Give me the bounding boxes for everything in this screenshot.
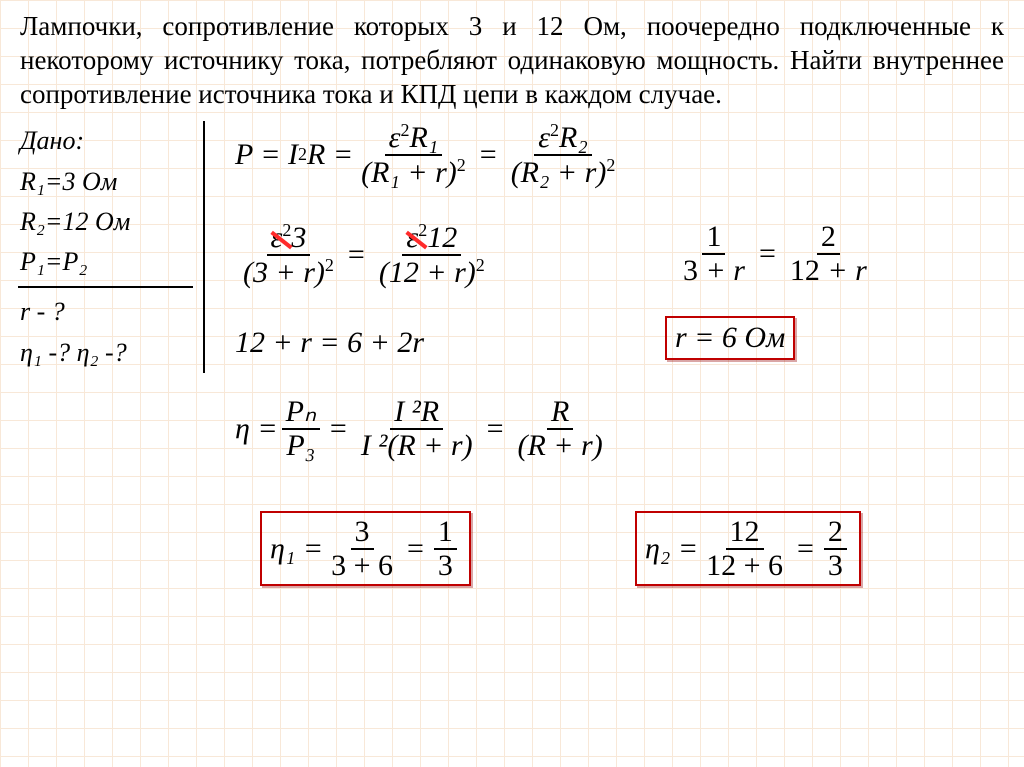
page-content: Лампочки, сопротивление которых 3 и 12 О… bbox=[0, 0, 1024, 691]
eta1-lhs: η₁ = bbox=[270, 532, 323, 566]
eta1-r: 1 bbox=[434, 516, 457, 550]
eta-lhs: η = bbox=[235, 412, 278, 446]
frac-r1: ε2R₁ (R₁ + r)2 bbox=[357, 121, 470, 188]
three: 3 bbox=[291, 221, 306, 254]
frac-1: 1 3 + r bbox=[679, 221, 749, 286]
boxed-eta2: η₂ = 12 12 + 6 = 2 3 bbox=[635, 511, 861, 586]
p-lhs: P = I bbox=[235, 138, 298, 172]
frac-3: ε23 (3 + r)2 bbox=[239, 221, 338, 288]
eq-simplified: 1 3 + r = 2 12 + r bbox=[675, 221, 875, 286]
pn: Pₙ bbox=[282, 396, 320, 430]
d12r: (12 + r) bbox=[379, 256, 476, 289]
frac-pn: Pₙ P₃ bbox=[282, 396, 320, 461]
given-etaquestion: η₁ -? η₂ -? bbox=[20, 333, 195, 373]
r1d: (R₁ + r) bbox=[361, 156, 457, 189]
boxed-eta1: η₁ = 3 3 + 6 = 1 3 bbox=[260, 511, 471, 586]
eta2-rd: 3 bbox=[824, 550, 847, 582]
given-p12: P₁=P₂ bbox=[20, 242, 195, 282]
frac-2: 2 12 + r bbox=[786, 221, 871, 286]
given-block: Дано: R₁=3 Ом R₂=12 Ом P₁=P₂ r - ? η₁ -?… bbox=[20, 121, 205, 373]
eta2-lhs: η₂ = bbox=[645, 532, 698, 566]
r1n: R₁ bbox=[409, 121, 438, 154]
given-separator bbox=[18, 286, 193, 288]
eta2-r: 2 bbox=[824, 516, 847, 550]
eta2-den: 12 + 6 bbox=[702, 550, 787, 582]
lhs-lin: 12 + r = 6 + 2r bbox=[235, 326, 424, 360]
eta1-num: 3 bbox=[351, 516, 374, 550]
p-r: R = bbox=[307, 138, 353, 172]
given-rquestion: r - ? bbox=[20, 292, 195, 332]
eq-r-answer: r = 6 Ом bbox=[665, 316, 795, 360]
two: 2 bbox=[817, 221, 840, 255]
boxed-r: r = 6 Ом bbox=[665, 316, 795, 360]
frac-12: ε212 (12 + r)2 bbox=[375, 221, 489, 288]
frac-i2r: I ²R I ²(R + r) bbox=[357, 396, 477, 461]
r2d: (R₂ + r) bbox=[511, 156, 607, 189]
eq-eta2: η₂ = 12 12 + 6 = 2 3 bbox=[635, 511, 861, 586]
frac-Rr: R (R + r) bbox=[513, 396, 606, 461]
given-r1: R₁=3 Ом bbox=[20, 162, 195, 202]
r2n: R₂ bbox=[559, 121, 588, 154]
twelve: 12 bbox=[427, 221, 457, 254]
sup-2a: 2 bbox=[298, 144, 307, 165]
work-area: Дано: R₁=3 Ом R₂=12 Ом P₁=P₂ r - ? η₁ -?… bbox=[20, 121, 1004, 681]
r-ans: r = 6 Ом bbox=[675, 321, 785, 355]
eps1: ε bbox=[389, 121, 401, 154]
i2rr: I ²(R + r) bbox=[357, 430, 477, 462]
given-title: Дано: bbox=[20, 121, 195, 161]
eps-strike2: ε bbox=[406, 221, 418, 254]
eta2-num: 12 bbox=[726, 516, 764, 550]
eq-eta-def: η = Pₙ P₃ = I ²R I ²(R + r) = R (R + r) bbox=[235, 396, 611, 461]
eq-eta1: η₁ = 3 3 + 6 = 1 3 bbox=[260, 511, 471, 586]
eq-linear: 12 + r = 6 + 2r bbox=[235, 326, 424, 360]
one: 1 bbox=[702, 221, 725, 255]
d3r: (3 + r) bbox=[243, 256, 325, 289]
eps-strike1: ε bbox=[271, 221, 283, 254]
eps2b: ε bbox=[538, 121, 550, 154]
eta1-den: 3 + 6 bbox=[327, 550, 397, 582]
eta1-rd: 3 bbox=[434, 550, 457, 582]
pz: P₃ bbox=[282, 430, 319, 462]
problem-statement: Лампочки, сопротивление которых 3 и 12 О… bbox=[20, 10, 1004, 111]
i2r: I ²R bbox=[390, 396, 443, 430]
R: R bbox=[547, 396, 573, 430]
Rr: (R + r) bbox=[513, 430, 606, 462]
math-column: P = I2R = ε2R₁ (R₁ + r)2 = ε2R₂ (R₂ + r)… bbox=[205, 121, 1004, 681]
given-r2: R₂=12 Ом bbox=[20, 202, 195, 242]
eq-subst: ε23 (3 + r)2 = ε212 (12 + r)2 bbox=[235, 221, 493, 288]
frac-r2: ε2R₂ (R₂ + r)2 bbox=[507, 121, 620, 188]
eq-power: P = I2R = ε2R₁ (R₁ + r)2 = ε2R₂ (R₂ + r)… bbox=[235, 121, 623, 188]
